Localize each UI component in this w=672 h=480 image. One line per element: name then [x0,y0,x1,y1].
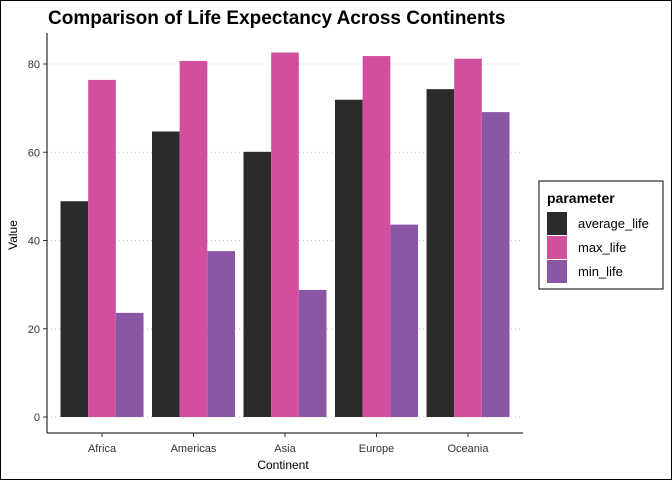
y-tick-label-3: 60 [28,147,40,159]
legend: parameter average_life max_life min_life [538,180,664,290]
y-tick-label-2: 40 [28,236,40,248]
bar-min_life-americas [207,251,235,417]
bar-max_life-europe [362,56,391,418]
bar-min_life-oceania [481,112,510,417]
legend-label-max_life: max_life [578,240,626,255]
bar-max_life-oceania [454,58,482,417]
bar-average_life-oceania [426,89,455,418]
bar-average_life-africa [60,201,89,417]
legend-swatch-average_life [547,212,567,235]
legend-label-min_life: min_life [578,264,623,279]
bar-average_life-asia [243,151,272,417]
x-tick-label-europe: Europe [359,443,394,455]
y-tick-label-4: 80 [28,59,40,71]
chart-title: Comparison of Life Expectancy Across Con… [48,8,506,29]
x-tick-label-africa: Africa [88,443,117,455]
y-axis-title: Value [6,220,20,250]
bar-max_life-americas [179,60,208,417]
bar-average_life-europe [335,99,363,418]
bar-average_life-americas [152,131,180,418]
y-tick-label-0: 0 [34,412,40,424]
legend-title: parameter [547,190,615,206]
bar-min_life-africa [115,312,144,417]
y-tick-label-1: 20 [28,324,40,336]
bar-min_life-asia [298,289,327,417]
x-tick-label-oceania: Oceania [448,443,490,455]
legend-swatch-min_life [547,260,567,283]
x-axis-title: Continent [257,458,309,472]
bar-max_life-africa [88,79,116,417]
legend-swatch-max_life [547,236,567,259]
bar-min_life-europe [390,224,418,417]
legend-label-average_life: average_life [578,216,649,231]
bars [60,52,510,418]
bar-max_life-asia [271,52,299,418]
y-ticks: 0 20 40 60 80 [28,59,47,424]
x-tick-label-asia: Asia [274,443,296,455]
x-tick-label-americas: Americas [171,443,217,455]
x-ticks: Africa Americas Asia Europe Oceania [88,433,489,455]
